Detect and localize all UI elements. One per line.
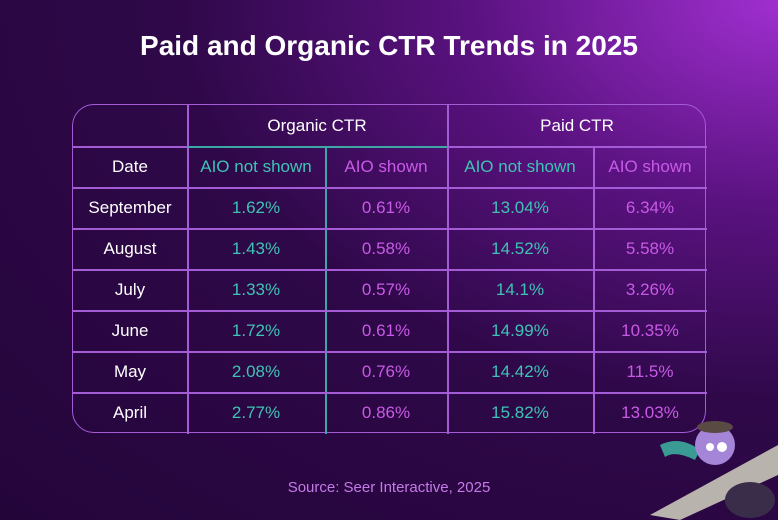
row-divider [73,269,707,271]
row-divider [73,392,707,394]
row-label: June [111,320,149,340]
data-cell: 11.5% [626,361,674,381]
data-cell: 0.61% [361,197,411,217]
row-divider [73,146,187,148]
row-label: August [103,238,157,258]
data-cell: 1.72% [231,320,281,340]
data-cell: 2.77% [231,403,281,422]
data-cell: 13.04% [491,197,549,217]
row-label: April [112,403,147,422]
data-cell: 15.82% [491,403,549,422]
ctr-table: Organic CTR Paid CTR Date AIO not shown AIO … [72,104,707,434]
source-note: Source: Seer Interactive, 2025 [287,479,491,496]
data-cell: 0.57% [361,279,411,299]
column-header: Date [112,156,148,176]
data-cell: 6.34% [625,197,675,217]
row-divider [73,187,707,189]
data-cell: 2.08% [231,361,281,381]
data-cell: 14.42% [491,361,549,381]
row-label: July [114,279,146,299]
group-header-paid: Paid CTR [540,115,614,135]
data-cell: 14.1% [495,279,545,299]
row-label: September [88,197,172,217]
data-cell: 13.03% [621,403,679,422]
data-cell: 1.33% [231,279,281,299]
data-cell: 0.86% [361,403,411,422]
data-cell: 1.43% [231,238,281,258]
row-divider [73,310,707,312]
column-header: AIO not shown [200,156,312,176]
row-divider [73,351,707,353]
data-cell: 0.58% [361,238,411,258]
row-divider [447,146,707,148]
data-cell: 0.61% [361,320,411,340]
row-divider [187,146,447,148]
column-header: AIO not shown [464,156,576,176]
column-header: AIO shown [344,156,428,176]
pilot-mascot-illustration [650,421,778,520]
data-cell: 0.76% [361,361,411,381]
column-header: AIO shown [608,156,692,176]
data-cell: 5.58% [625,238,675,258]
row-divider [73,228,707,230]
data-cell: 10.35% [621,320,679,340]
data-cell: 14.52% [491,238,549,258]
chart-title: Paid and Organic CTR Trends in 2025 [140,30,638,61]
data-cell: 1.62% [231,197,281,217]
column-divider [325,146,327,434]
data-cell: 14.99% [491,320,549,340]
data-cell: 3.26% [625,279,675,299]
column-divider [593,146,595,434]
row-label: May [113,361,147,381]
group-header-organic: Organic CTR [267,115,367,135]
